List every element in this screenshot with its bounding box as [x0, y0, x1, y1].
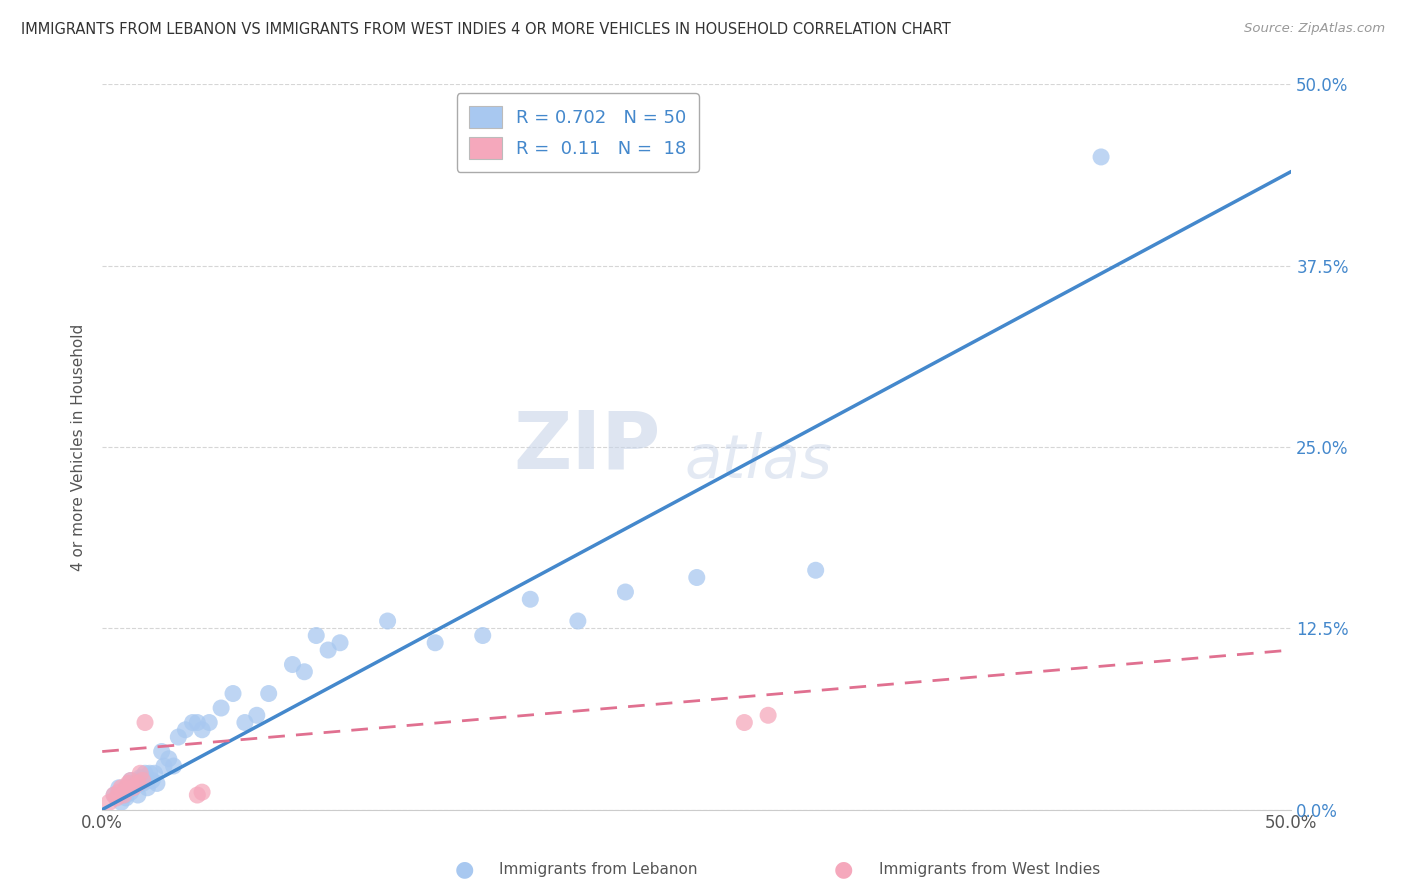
- Point: [198, 715, 221, 730]
- Point: [329, 636, 352, 650]
- Point: [471, 628, 494, 642]
- Point: [1090, 150, 1112, 164]
- Point: [686, 570, 709, 584]
- Point: [614, 585, 637, 599]
- Point: [124, 776, 146, 790]
- Text: ●: ●: [834, 860, 853, 880]
- Point: [292, 665, 315, 679]
- Point: [127, 788, 149, 802]
- Point: [146, 776, 169, 790]
- Point: [105, 791, 128, 805]
- Point: [191, 723, 214, 737]
- Point: [425, 636, 447, 650]
- Text: Immigrants from West Indies: Immigrants from West Indies: [879, 863, 1099, 877]
- Point: [127, 776, 149, 790]
- Point: [127, 773, 149, 788]
- Point: [122, 780, 145, 795]
- Point: [186, 715, 208, 730]
- Point: [191, 785, 214, 799]
- Point: [316, 643, 339, 657]
- Point: [122, 780, 145, 795]
- Text: IMMIGRANTS FROM LEBANON VS IMMIGRANTS FROM WEST INDIES 4 OR MORE VEHICLES IN HOU: IMMIGRANTS FROM LEBANON VS IMMIGRANTS FR…: [21, 22, 950, 37]
- Point: [246, 708, 269, 723]
- Point: [120, 773, 142, 788]
- Point: [110, 795, 132, 809]
- Point: [377, 614, 399, 628]
- Point: [150, 745, 173, 759]
- Point: [804, 563, 827, 577]
- Point: [117, 776, 139, 790]
- Point: [108, 785, 131, 799]
- Point: [186, 788, 208, 802]
- Point: [141, 773, 163, 788]
- Point: [257, 686, 280, 700]
- Point: [131, 776, 153, 790]
- Point: [115, 788, 138, 802]
- Point: [134, 715, 156, 730]
- Point: [103, 788, 125, 802]
- Point: [134, 766, 156, 780]
- Point: [136, 780, 159, 795]
- Point: [139, 766, 162, 780]
- Point: [519, 592, 541, 607]
- Point: [167, 730, 190, 744]
- Point: [131, 773, 153, 788]
- Point: [222, 686, 245, 700]
- Point: [233, 715, 256, 730]
- Point: [120, 785, 142, 799]
- Point: [110, 780, 132, 795]
- Point: [108, 780, 131, 795]
- Text: atlas: atlas: [685, 432, 832, 491]
- Text: Immigrants from Lebanon: Immigrants from Lebanon: [499, 863, 697, 877]
- Point: [305, 628, 328, 642]
- Point: [567, 614, 589, 628]
- Point: [153, 759, 176, 773]
- Point: [733, 715, 755, 730]
- Point: [112, 788, 135, 802]
- Text: ZIP: ZIP: [513, 408, 661, 486]
- Point: [112, 788, 135, 802]
- Point: [98, 795, 121, 809]
- Point: [129, 771, 152, 785]
- Point: [103, 788, 125, 802]
- Legend: R = 0.702   N = 50, R =  0.11   N =  18: R = 0.702 N = 50, R = 0.11 N = 18: [457, 94, 699, 172]
- Text: ●: ●: [454, 860, 474, 880]
- Point: [129, 766, 152, 780]
- Point: [115, 780, 138, 795]
- Point: [143, 766, 166, 780]
- Point: [181, 715, 204, 730]
- Point: [115, 791, 138, 805]
- Point: [157, 752, 180, 766]
- Point: [162, 759, 184, 773]
- Point: [209, 701, 232, 715]
- Point: [756, 708, 779, 723]
- Text: Source: ZipAtlas.com: Source: ZipAtlas.com: [1244, 22, 1385, 36]
- Point: [117, 780, 139, 795]
- Point: [281, 657, 304, 672]
- Y-axis label: 4 or more Vehicles in Household: 4 or more Vehicles in Household: [72, 324, 86, 571]
- Point: [120, 773, 142, 788]
- Point: [174, 723, 197, 737]
